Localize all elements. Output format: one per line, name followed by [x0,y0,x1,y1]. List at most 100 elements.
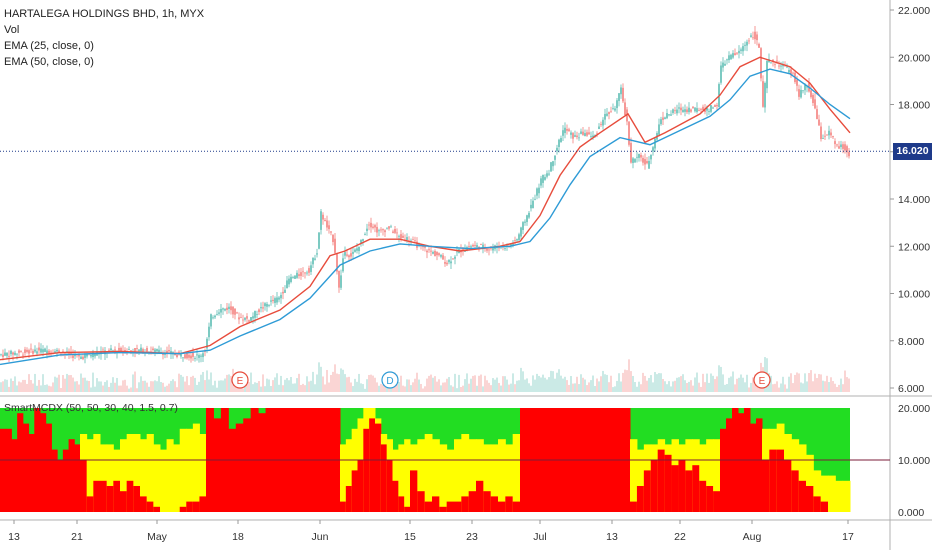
candle-body [138,349,140,352]
volume-bar [812,381,814,392]
ind-yellow-bar [461,434,470,512]
volume-bar [528,383,530,392]
ind-red-bar [512,501,521,512]
candle-body [442,255,444,260]
ind-yellow-bar [86,439,94,512]
legend-ema25[interactable]: EMA (25, close, 0) [4,40,94,52]
candle-body [582,131,584,135]
ind-yellow-bar [432,439,440,512]
candle-body [754,31,756,40]
ind-red-bar [750,423,757,512]
candle-body [758,44,760,48]
ind-yellow-bar [835,480,844,512]
volume-bar [298,373,300,392]
volume-bar [382,384,384,392]
volume-bar [280,375,282,392]
candle-body [740,49,742,51]
candle-body [394,229,396,233]
volume-bar [172,379,174,392]
candle-body [260,307,262,309]
candle-body [820,126,822,140]
volume-bar [542,374,544,392]
candle-body [434,250,436,257]
candle-body [426,250,428,253]
volume-bar [620,381,622,392]
candle-body [282,291,284,294]
volume-bar [282,385,284,392]
candle-body [248,320,250,322]
volume-bar [56,377,58,392]
candle-body [684,109,686,112]
volume-bar [434,376,436,392]
volume-bar [802,383,804,392]
x-tick-label: 22 [674,531,686,543]
ind-red-bar [106,486,114,512]
candle-body [778,65,780,67]
candle-body [438,253,440,256]
candle-body [488,249,490,251]
volume-bar [420,383,422,392]
volume-bar [560,375,562,392]
volume-bar [22,379,24,392]
volume-bar [644,375,646,392]
candle-body [154,349,156,353]
candle-body [400,234,402,239]
ind-yellow-bar [345,439,353,512]
ind-red-bar [678,460,686,512]
volume-bar [674,380,676,392]
candle-body [54,351,56,354]
candle-body [744,44,746,46]
volume-bar [64,378,66,392]
volume-bar [112,377,114,392]
candle-body [386,227,388,229]
volume-bar [580,374,582,392]
candle-body [698,110,700,112]
candle-body [250,317,252,321]
indicator-legend[interactable]: SmartMCDX (50, 50, 30, 40, 1.5, 0.7) [4,402,178,414]
candle-body [358,246,360,252]
ind-red-bar [630,501,638,512]
candle-body [708,110,710,112]
candle-body [716,105,718,107]
candle-body [812,94,814,104]
ind-red-bar [410,470,418,512]
volume-bar [324,384,326,392]
legend-ema50[interactable]: EMA (50, close, 0) [4,56,94,68]
legend-symbol[interactable]: HARTALEGA HOLDINGS BHD, 1h, MYX [4,8,205,20]
volume-bar [468,383,470,392]
last-price-tag: 16.020 [893,143,932,161]
volume-bar [462,385,464,392]
legend-vol[interactable]: Vol [4,24,20,36]
volume-bar [476,385,478,392]
volume-bar [6,379,8,392]
volume-bar [740,374,742,392]
volume-bar [570,376,572,392]
volume-bar [670,386,672,392]
candle-body [56,349,58,352]
volume-bar [30,380,32,392]
volume-bar [676,377,678,392]
volume-bar [846,377,848,392]
candle-body [258,309,260,313]
volume-bar [538,375,540,392]
volume-bar [748,387,750,392]
volume-bar [400,375,402,392]
volume-bar [522,371,524,392]
candle-body [372,226,374,228]
candle-body [530,204,532,209]
candle-body [574,135,576,137]
volume-bar [142,380,144,392]
candle-body [210,314,212,327]
ind-red-bar [62,449,70,512]
candle-body [580,131,582,134]
candle-body [786,66,788,68]
ind-red-bar [192,501,200,512]
candle-body [290,276,292,283]
ind-red-bar [113,480,121,512]
volume-bar [0,382,2,392]
volume-bar [586,385,588,392]
volume-bar [836,386,838,392]
volume-bar [300,384,302,392]
volume-bar [252,384,254,392]
